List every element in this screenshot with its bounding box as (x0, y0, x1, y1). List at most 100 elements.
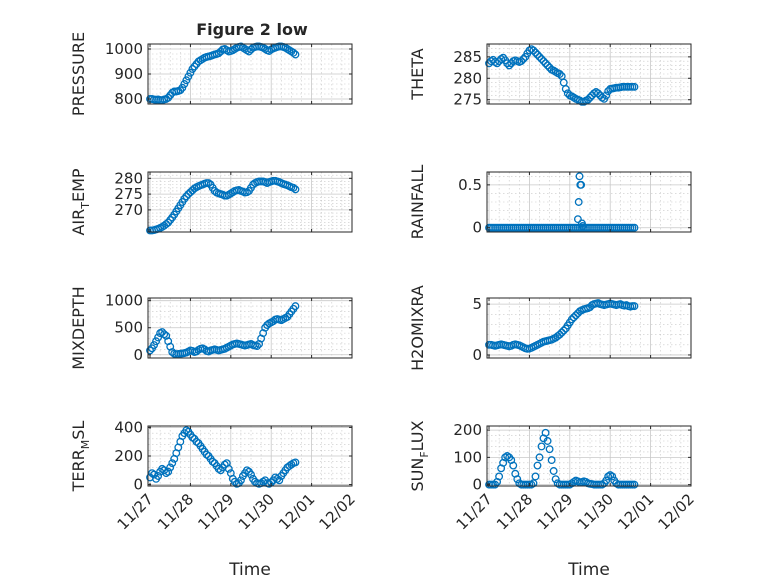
data-point (275, 476, 284, 485)
data-series (485, 299, 639, 353)
data-point (555, 70, 564, 78)
data-point (182, 76, 191, 85)
data-point (495, 472, 504, 481)
y-axis-label-part: PRESSURE (69, 32, 88, 116)
data-point (182, 426, 191, 435)
data-point (513, 475, 522, 484)
data-point (533, 461, 542, 470)
data-point (604, 87, 613, 96)
data-point (243, 466, 251, 475)
y-axis-label-subscript: M (79, 440, 92, 450)
data-point (505, 61, 514, 70)
data-point (493, 59, 502, 68)
data-point (602, 476, 611, 485)
data-point (204, 179, 213, 188)
data-point (586, 93, 594, 102)
data-point (180, 80, 189, 88)
plot-area (487, 172, 691, 232)
grid (148, 171, 353, 233)
data-point (166, 463, 175, 472)
data-point (547, 456, 556, 465)
data-point (606, 471, 615, 480)
data-point (186, 68, 195, 77)
data-point (531, 48, 540, 57)
data-point (208, 457, 217, 466)
data-point (577, 180, 586, 189)
y-tick-label: 200 (453, 421, 482, 439)
data-point (154, 472, 163, 480)
data-point (584, 95, 592, 104)
data-point (561, 85, 570, 93)
subplot-pressure: 800 900 1000 PRESSURE Figure 2 low (69, 20, 353, 116)
axes-box (486, 425, 692, 487)
data-point (249, 180, 257, 189)
data-point (545, 445, 554, 454)
data-point (527, 480, 536, 489)
data-point (150, 470, 159, 479)
data-point (154, 333, 163, 342)
axes-box (486, 171, 692, 233)
data-point (162, 220, 171, 229)
y-tick-label: 0 (472, 219, 482, 237)
data-point (509, 461, 518, 470)
data-point (287, 460, 296, 469)
y-tick-label: 800 (114, 90, 143, 108)
data-point (549, 467, 558, 475)
data-point (291, 185, 300, 194)
data-point (162, 469, 171, 478)
data-point (289, 183, 298, 192)
data-point (531, 472, 540, 481)
data-point (604, 472, 613, 481)
y-axis-label: PRESSURE (69, 32, 88, 116)
data-point (569, 313, 578, 322)
y-axis-label-subscript: T (79, 202, 92, 210)
y-tick-label: 0 (133, 346, 143, 364)
grid (148, 298, 353, 358)
data-point (575, 172, 584, 181)
y-tick-label: 0 (133, 476, 143, 494)
axes-box (486, 297, 692, 359)
data-point (247, 470, 255, 479)
data-point (602, 91, 611, 100)
data-point (247, 45, 255, 54)
y-axis-label: AIRTEMP (69, 168, 92, 235)
data-point (578, 222, 587, 230)
data-point (291, 302, 300, 311)
data-point (291, 50, 300, 59)
data-point (210, 186, 219, 195)
y-axis-label-part: RAINFALL (408, 165, 427, 240)
data-point (533, 50, 542, 59)
subplot-rainfall: 0 0.5 RAINFALL (408, 165, 692, 240)
data-point (146, 346, 154, 355)
y-axis-label: THETA (408, 48, 427, 100)
data-point (567, 315, 576, 324)
data-point (291, 458, 300, 467)
data-point (555, 330, 564, 339)
data-point (289, 48, 298, 57)
data-point (537, 442, 546, 451)
subplot-h2omixra: 0 5 H2OMIXRA (408, 285, 692, 371)
y-axis-label: RAINFALL (408, 165, 427, 240)
data-point (541, 428, 550, 437)
y-axis-label-part: SL (69, 421, 88, 440)
data-point (541, 59, 550, 68)
data-point (178, 83, 187, 92)
y-tick-label: 200 (114, 447, 143, 465)
data-point (519, 55, 528, 63)
data-point (573, 215, 582, 224)
axes-box (486, 43, 692, 105)
y-axis-label-part: EMP (69, 168, 88, 202)
y-tick-label: 0.5 (458, 176, 482, 194)
y-tick-label: 0 (472, 476, 482, 494)
y-tick-label: 1000 (105, 292, 143, 310)
data-point (630, 223, 639, 232)
data-series (146, 176, 300, 235)
data-point (551, 475, 560, 484)
data-point (543, 437, 552, 445)
data-point (535, 52, 544, 61)
data-series (146, 302, 300, 359)
y-axis-label: H2OMIXRA (408, 285, 427, 371)
data-point (220, 460, 229, 469)
data-point (503, 452, 512, 460)
